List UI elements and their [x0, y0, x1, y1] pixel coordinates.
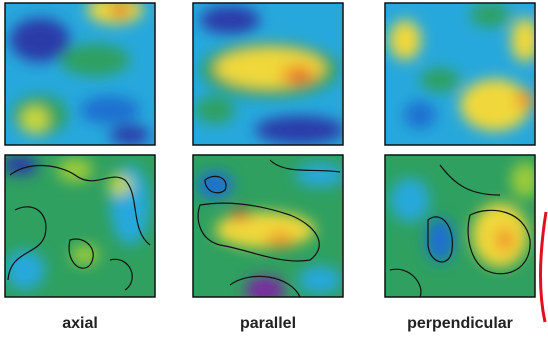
panel-label: axial: [62, 315, 98, 332]
panel-label: perpendicular: [407, 315, 513, 332]
contour-panel: [193, 155, 345, 304]
contour-panel: [2, 155, 155, 297]
panel-label: parallel: [240, 315, 296, 332]
figure: axial parallel perpendicular: [0, 0, 548, 339]
page: {"figure": {"labels": ["axial", "paralle…: [0, 0, 548, 339]
contour-panel: [385, 155, 539, 297]
heatmap-panel: [5, 0, 155, 145]
heatmap-panel: [193, 3, 345, 145]
heatmap-panel: [385, 3, 539, 145]
red-mark: [541, 212, 546, 322]
